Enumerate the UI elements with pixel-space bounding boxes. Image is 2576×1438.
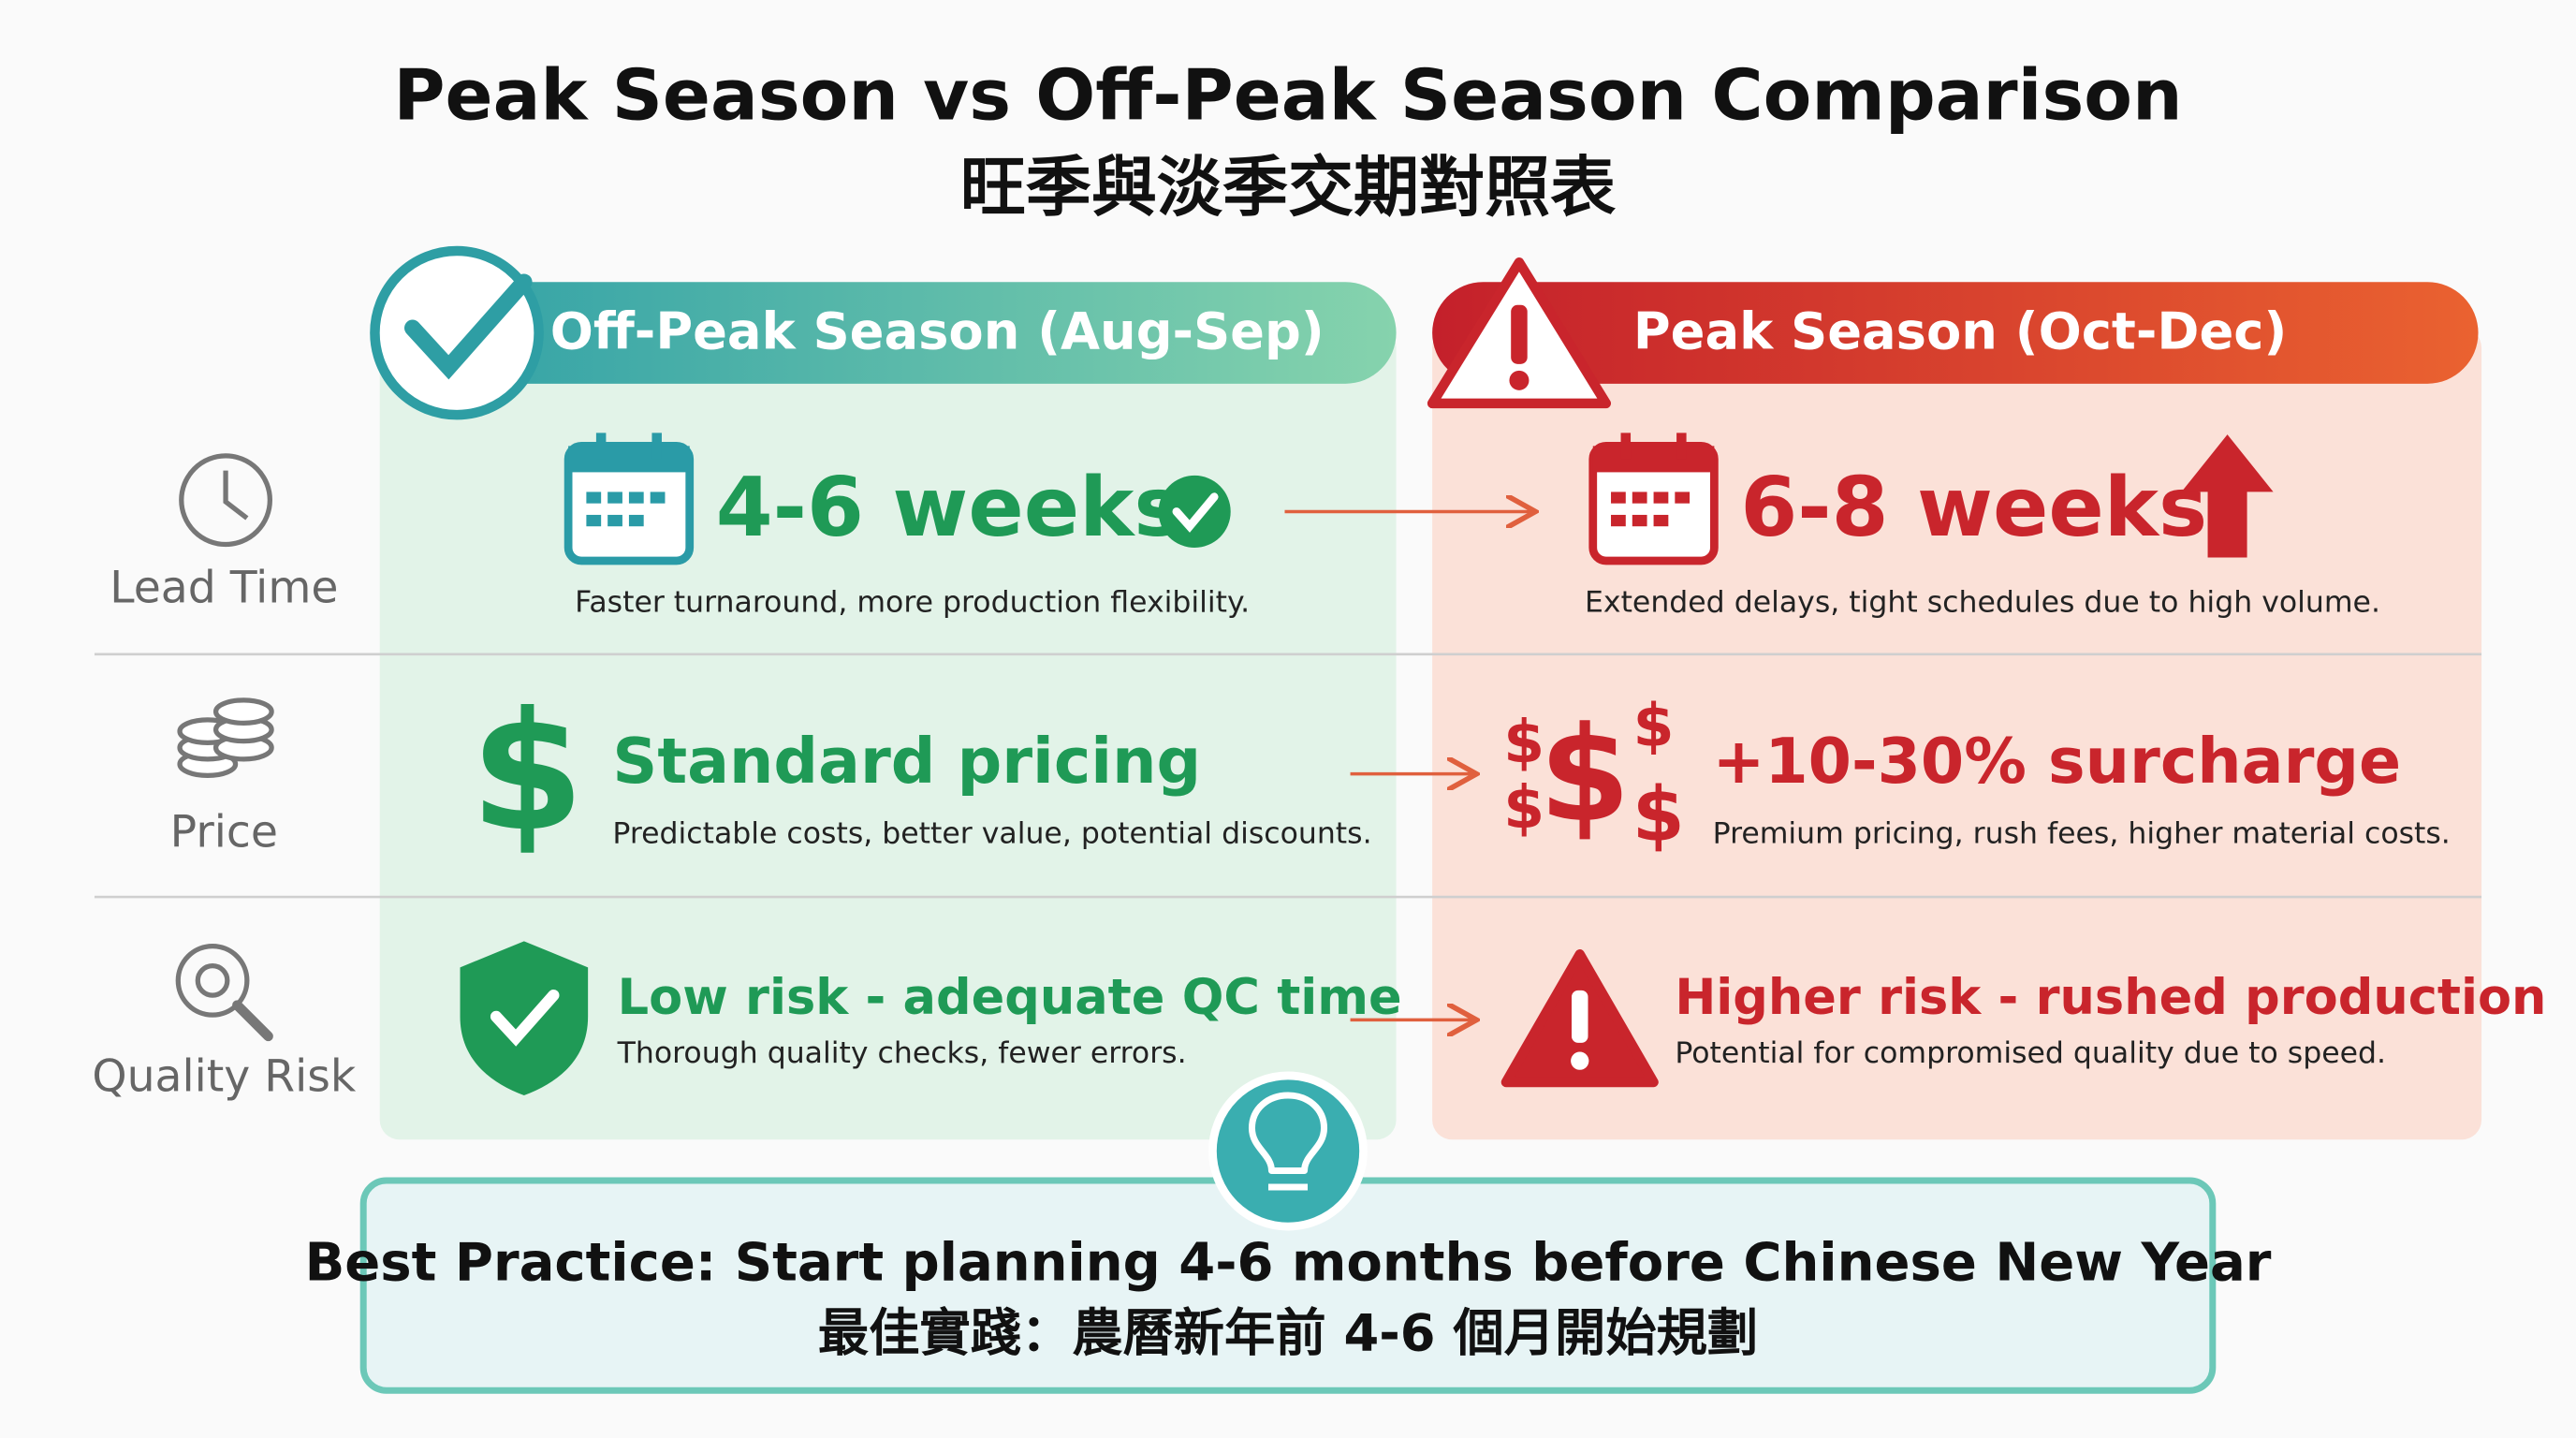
description: Extended delays, tight schedules due to … bbox=[1585, 586, 2380, 620]
coins-icon bbox=[177, 697, 274, 779]
up-arrow bbox=[2181, 434, 2274, 558]
calendar-icon-red bbox=[1588, 433, 1719, 565]
shield-icon bbox=[460, 941, 589, 1095]
description: Thorough quality checks, fewer errors. bbox=[617, 1036, 1187, 1070]
bulb-icon bbox=[1248, 1092, 1328, 1191]
row-label: Quality Risk bbox=[92, 1050, 357, 1102]
check-mark bbox=[1172, 492, 1219, 533]
magnifier-handle bbox=[232, 1000, 273, 1042]
description: Potential for compromised quality due to… bbox=[1675, 1036, 2386, 1070]
peak-price: +10-30% surcharge bbox=[1713, 725, 2402, 798]
clock-hands bbox=[223, 470, 249, 521]
check-badge bbox=[370, 245, 544, 420]
risk-warning-dot bbox=[1571, 1051, 1589, 1070]
off-peak-header bbox=[371, 282, 1397, 384]
warning-mark bbox=[1511, 304, 1528, 364]
calendar-icon bbox=[564, 433, 695, 565]
magnifier-icon bbox=[175, 943, 250, 1018]
off-peak-price: Standard pricing bbox=[612, 725, 1201, 798]
svg-text:$: $ bbox=[1503, 772, 1544, 842]
off-peak-risk: Low risk - adequate QC time bbox=[618, 969, 1402, 1026]
description: Predictable costs, better value, potenti… bbox=[612, 816, 1371, 850]
row-label: Price bbox=[170, 806, 278, 858]
off-peak-title: Off-Peak Season (Aug-Sep) bbox=[550, 301, 1325, 360]
gear-icon bbox=[195, 962, 230, 998]
shield-check bbox=[490, 989, 560, 1047]
risk-warning-mark bbox=[1571, 990, 1588, 1043]
svg-text:$: $ bbox=[1503, 707, 1544, 776]
best-practice-en: Best Practice: Start planning 4-6 months… bbox=[305, 1233, 2272, 1294]
peak-title: Peak Season (Oct-Dec) bbox=[1633, 301, 2287, 360]
check-circle bbox=[1158, 475, 1231, 548]
subtitle: 旺季與淡季交期對照表 bbox=[960, 149, 1616, 226]
row-label: Lead Time bbox=[110, 563, 338, 614]
warning-dot bbox=[1509, 370, 1530, 390]
best-practice-zh: 最佳實踐：農曆新年前 4-6 個月開始規劃 bbox=[818, 1304, 1758, 1363]
peak-lead-time: 6-8 weeks bbox=[1740, 460, 2207, 555]
description: Premium pricing, rush fees, higher mater… bbox=[1713, 816, 2451, 850]
peak-header bbox=[1432, 282, 2479, 384]
svg-text:$: $ bbox=[1633, 690, 1675, 759]
svg-text:$: $ bbox=[1632, 770, 1685, 858]
check-icon bbox=[403, 273, 533, 380]
title: Peak Season vs Off-Peak Season Compariso… bbox=[393, 53, 2182, 136]
bulb-badge bbox=[1208, 1071, 1368, 1231]
off-peak-lead-time: 4-6 weeks bbox=[716, 460, 1183, 555]
dollar-icon: $ bbox=[470, 677, 584, 868]
clock-icon bbox=[179, 453, 272, 548]
peak-risk: Higher risk - rushed production bbox=[1675, 969, 2546, 1026]
dollars-icon: $ $ $ $ $ bbox=[1503, 690, 1685, 858]
description: Faster turnaround, more production flexi… bbox=[575, 586, 1250, 620]
svg-text:$: $ bbox=[1539, 699, 1631, 852]
